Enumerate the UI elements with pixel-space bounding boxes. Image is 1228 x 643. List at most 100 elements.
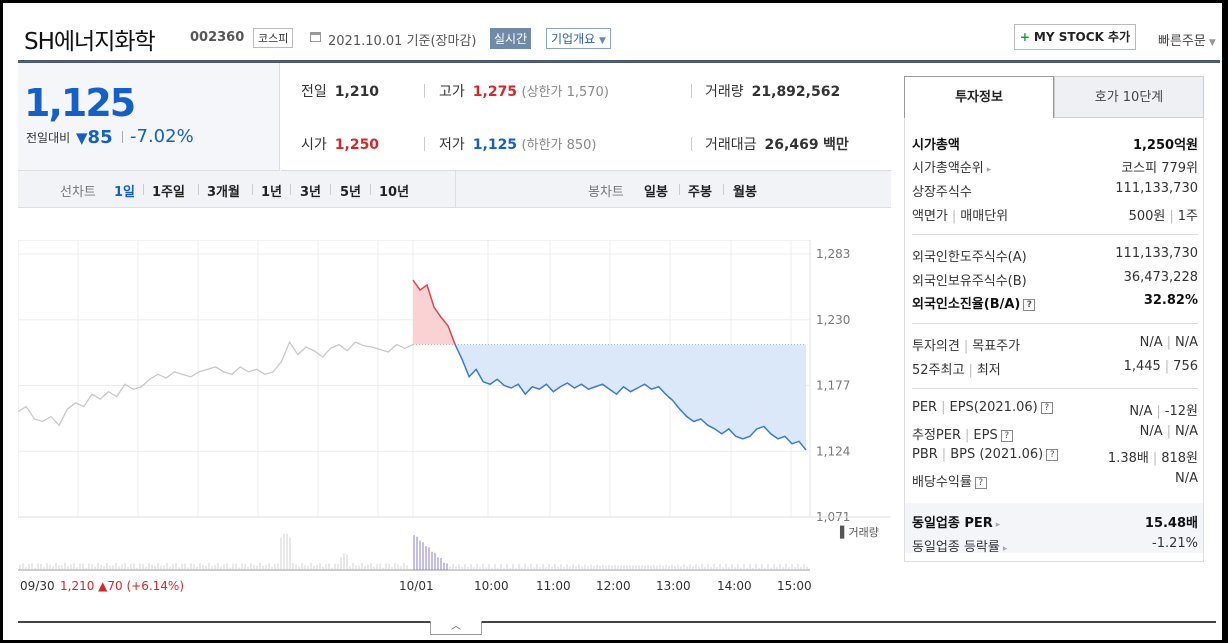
divider <box>912 234 1198 235</box>
foreign-hold-value: 36,473,228 <box>1123 270 1198 285</box>
par-label: 액면가 <box>912 209 948 224</box>
divider <box>290 184 291 195</box>
divider <box>912 388 1198 389</box>
divider <box>330 184 331 195</box>
divider: | <box>941 447 947 462</box>
unit-value: 1주 <box>1177 209 1198 224</box>
y-tick-label: 1,177 <box>816 379 850 393</box>
dividend-label: 배당수익률 <box>912 475 972 490</box>
help-icon[interactable]: ? <box>1040 402 1053 414</box>
shares-value: 111,133,730 <box>1115 181 1198 196</box>
period-1y[interactable]: 1년 <box>261 185 283 200</box>
par-unit-row: 액면가 | 매매단위 500원 | 1주 <box>912 205 1198 227</box>
period-3y[interactable]: 3년 <box>300 185 322 200</box>
my-stock-label: MY STOCK 추가 <box>1033 30 1131 44</box>
x-tick-label: 12:00 <box>596 579 631 593</box>
amount-value: 26,469 <box>764 137 819 153</box>
invest-tabs: 투자정보 호가 10단계 <box>904 76 1204 118</box>
low52-value: 756 <box>1173 359 1198 374</box>
divider <box>370 184 371 195</box>
period-1d[interactable]: 1일 <box>114 185 136 200</box>
eps-value: -12원 <box>1164 404 1198 419</box>
bps-value: 818원 <box>1161 451 1198 466</box>
dividend-value: N/A <box>1175 471 1198 486</box>
company-overview-label: 기업개요 <box>551 32 596 46</box>
period-10y[interactable]: 10년 <box>379 185 410 200</box>
prev-close-label: 전일 <box>301 84 327 100</box>
period-5y[interactable]: 5년 <box>340 185 362 200</box>
candle-monthly[interactable]: 월봉 <box>733 185 757 200</box>
invest-panel <box>904 76 1204 562</box>
realtime-button[interactable]: 실시간 <box>490 28 532 49</box>
period-bar: 선차트 1일 1주일 3개월 1년 3년 5년 10년 봉차트 일봉 주봉 월봉 <box>18 171 891 208</box>
upper-limit: (상한가 1,570) <box>521 85 609 100</box>
stock-name: SH에너지화학 <box>24 29 156 55</box>
mkt-rank-row[interactable]: 시가총액순위 ▸ 코스피 779위 <box>912 157 1198 179</box>
base-date: 2021.10.01 기준(장마감) <box>328 34 477 49</box>
open-price: 시가 1,250 <box>301 134 379 154</box>
volume-label: 거래량 <box>705 84 744 100</box>
opinion-row: 투자의견 | 목표주가 N/A | N/A <box>912 335 1198 357</box>
x-tick-label: 10:00 <box>474 579 509 593</box>
period-3m[interactable]: 3개월 <box>207 185 240 200</box>
divider: | <box>1156 404 1161 419</box>
high52-value: 1,445 <box>1123 359 1161 374</box>
foreign-hold-label: 외국인보유주식수(B) <box>912 274 1027 289</box>
industry-per-label: 동일업종 PER <box>912 516 993 531</box>
par-value: 500원 <box>1128 209 1166 224</box>
volume: 거래량 21,892,562 <box>705 81 840 101</box>
tab-invest-info[interactable]: 투자정보 <box>904 76 1054 118</box>
high-price: 고가 1,275 (상한가 1,570) <box>439 81 609 101</box>
mkt-cap-row: 시가총액 1,250억원 <box>912 134 1198 156</box>
company-overview-dropdown[interactable]: 기업개요 ▼ <box>546 28 611 49</box>
amount-label: 거래대금 <box>705 137 757 153</box>
series-line-prev-day <box>18 340 414 427</box>
per-value: N/A <box>1129 404 1153 419</box>
target-value: N/A <box>1175 335 1198 350</box>
mkt-cap-label: 시가총액 <box>912 138 960 153</box>
candle-daily[interactable]: 일봉 <box>644 185 668 200</box>
calendar-icon <box>310 32 321 42</box>
y-tick-label: 1,230 <box>816 313 850 327</box>
divider <box>198 184 199 195</box>
candle-chart-label: 봉차트 <box>588 185 624 200</box>
chevron-down-icon: ▼ <box>599 36 606 46</box>
per-eps-row: PER | EPS(2021.06)? N/A | -12원 <box>912 400 1198 422</box>
opinion-label: 투자의견 <box>912 339 960 354</box>
help-icon[interactable]: ? <box>1000 430 1013 442</box>
industry-rate-row[interactable]: 동일업종 등락률 ▸ -1.21% <box>912 536 1198 558</box>
est-per-value: N/A <box>1139 424 1163 439</box>
chevron-up-icon: ︿ <box>451 621 461 632</box>
x-tick-label: 11:00 <box>536 579 571 593</box>
x-tick-label: 14:00 <box>717 579 752 593</box>
divider: | <box>941 400 946 415</box>
y-tick-label: 1,124 <box>816 444 850 458</box>
pbr-label: PBR <box>912 447 938 462</box>
divider: | <box>1164 359 1170 374</box>
my-stock-add-button[interactable]: + MY STOCK 추가 <box>1014 24 1136 50</box>
chevron-right-icon: ▸ <box>986 165 992 175</box>
divider <box>912 323 1198 324</box>
help-icon[interactable]: ? <box>1046 449 1059 461</box>
x-tick-label: 13:00 <box>656 579 691 593</box>
opinion-value: N/A <box>1139 335 1163 350</box>
chevron-down-icon: ▼ <box>1208 38 1216 48</box>
period-1w[interactable]: 1주일 <box>152 185 185 200</box>
mkt-rank-label: 시가총액순위 <box>912 161 984 176</box>
tab-orderbook[interactable]: 호가 10단계 <box>1054 76 1204 118</box>
series-line-up <box>412 279 456 345</box>
quick-order-dropdown[interactable]: 빠른주문 ▼ <box>1158 30 1216 49</box>
est-per-row: 추정PER | EPS? N/A | N/A <box>912 424 1198 446</box>
chevron-right-icon: ▸ <box>1002 544 1008 554</box>
change-rate: -7.02% <box>130 126 194 147</box>
prev-close-value: 1,210 <box>334 84 380 100</box>
collapse-handle[interactable]: ︿ <box>430 621 482 635</box>
dividend-row: 배당수익률? N/A <box>912 471 1198 493</box>
help-icon[interactable]: ? <box>1023 299 1036 311</box>
foreign-hold-row: 외국인보유주식수(B) 36,473,228 <box>912 270 1198 292</box>
candle-weekly[interactable]: 주봉 <box>688 185 712 200</box>
est-eps-value: N/A <box>1175 424 1198 439</box>
industry-per-row[interactable]: 동일업종 PER ▸ 15.48배 <box>912 512 1198 534</box>
help-icon[interactable]: ? <box>974 477 987 489</box>
